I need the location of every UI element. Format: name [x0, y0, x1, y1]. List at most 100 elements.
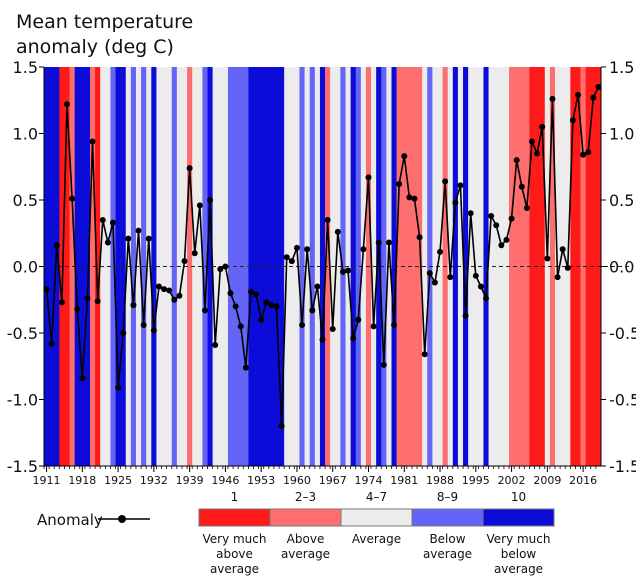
legend-rank-label: 10 — [511, 490, 526, 504]
anomaly-point — [69, 195, 76, 202]
decile-band — [376, 67, 382, 466]
anomaly-series — [43, 83, 602, 430]
decile-band — [151, 67, 157, 466]
decile-band — [544, 67, 551, 466]
anomaly-point — [452, 199, 459, 206]
legend-category-label: average — [423, 547, 472, 561]
decile-band — [110, 67, 116, 466]
x-tick-label: 1967 — [319, 474, 347, 487]
anomaly-point — [590, 94, 597, 101]
anomaly-point — [217, 266, 224, 273]
anomaly-point — [416, 234, 423, 241]
anomaly-point — [401, 153, 408, 160]
decile-band — [263, 67, 270, 466]
x-tick-label: 1911 — [33, 474, 61, 487]
x-tick-label: 1981 — [390, 474, 418, 487]
x-tick-label: 1939 — [176, 474, 204, 487]
y-tick-label-left: 1.0 — [13, 125, 38, 144]
decile-band — [227, 67, 234, 466]
decile-band — [396, 67, 403, 466]
decile-band — [411, 67, 418, 466]
anomaly-point — [222, 263, 229, 270]
x-tick-label: 1918 — [68, 474, 96, 487]
decile-band — [570, 67, 576, 466]
anomaly-point — [196, 202, 203, 209]
y-tick-label-right: 1.0 — [609, 125, 634, 144]
anomaly-point — [171, 296, 178, 303]
anomaly-point — [442, 178, 449, 185]
decile-band — [417, 67, 423, 466]
anomaly-point — [569, 117, 576, 124]
anomaly-point — [201, 307, 208, 314]
anomaly-point — [181, 258, 188, 265]
anomaly-point — [539, 123, 546, 130]
decile-band — [89, 67, 96, 466]
y-tick-label-left: 0.5 — [13, 191, 38, 210]
decile-band — [509, 67, 515, 466]
anomaly-point — [396, 181, 403, 188]
anomaly-point — [380, 361, 387, 368]
decile-band — [207, 67, 213, 466]
anomaly-point — [503, 236, 510, 243]
legend-rank-label: 8–9 — [437, 490, 458, 504]
anomaly-point — [84, 295, 91, 302]
anomaly-point — [53, 242, 60, 249]
y-tick-label-right: -1.5 — [609, 457, 636, 476]
anomaly-point — [529, 138, 536, 145]
decile-band — [360, 67, 367, 466]
anomaly-point — [595, 83, 602, 90]
legend-rank-label: 4–7 — [366, 490, 387, 504]
anomaly-point — [391, 322, 398, 329]
anomaly-point — [431, 279, 438, 286]
decile-band — [549, 67, 556, 466]
anomaly-point — [288, 258, 295, 265]
y-tick-label-left: 0.0 — [13, 258, 38, 277]
x-tick-label: 2009 — [533, 474, 561, 487]
anomaly-point — [278, 423, 285, 430]
anomaly-point — [534, 150, 541, 157]
anomaly-point — [334, 228, 341, 235]
anomaly-point — [161, 286, 168, 293]
decile-band — [279, 67, 285, 466]
legend-swatch — [411, 508, 484, 527]
decile-band — [355, 67, 362, 466]
anomaly-point — [155, 283, 162, 290]
legend-category-label: Very much — [486, 532, 550, 546]
anomaly-point — [488, 212, 495, 219]
anomaly-point — [329, 326, 336, 333]
anomaly-point — [585, 149, 592, 156]
legend-category-label: below — [501, 547, 537, 561]
x-tick-label: 1925 — [104, 474, 132, 487]
legend-category-label: Average — [352, 532, 401, 546]
y-tick-label-left: 1.5 — [13, 58, 38, 77]
x-tick-label: 1946 — [211, 474, 239, 487]
anomaly-point — [406, 194, 413, 201]
decile-band — [529, 67, 535, 466]
chart-title-line-2: anomaly (deg C) — [16, 36, 174, 58]
anomaly-point — [339, 268, 346, 275]
x-tick-label: 2016 — [569, 474, 597, 487]
anomaly-point — [370, 323, 377, 330]
decile-band — [166, 67, 173, 466]
anomaly-point — [564, 264, 571, 271]
y-tick-label-left: -1.0 — [7, 391, 38, 410]
anomaly-point — [498, 242, 505, 249]
anomaly-point — [48, 340, 55, 347]
anomaly-point — [544, 255, 551, 262]
legend-category-label: average — [210, 562, 259, 576]
x-tick-label: 1974 — [354, 474, 382, 487]
decile-band — [493, 67, 500, 466]
anomaly-point — [508, 215, 515, 222]
anomaly-point — [283, 254, 290, 261]
anomaly-point — [426, 270, 433, 277]
anomaly-point — [345, 267, 352, 274]
anomaly-point — [273, 303, 280, 310]
anomaly-point — [580, 151, 587, 158]
decile-band — [437, 67, 443, 466]
y-tick-label-right: 0.0 — [609, 258, 634, 277]
anomaly-point — [125, 235, 132, 242]
legend-swatch — [482, 508, 555, 527]
y-tick-label-right: 1.5 — [609, 58, 634, 77]
